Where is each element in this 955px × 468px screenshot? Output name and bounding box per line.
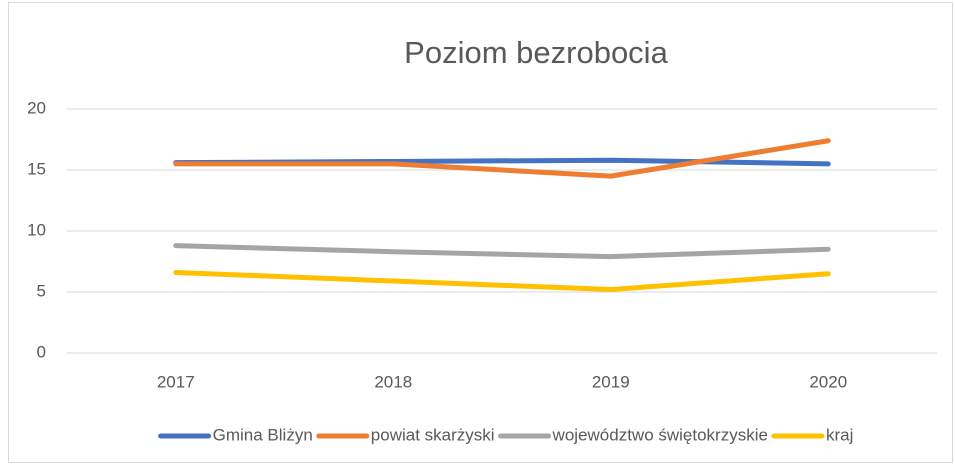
y-tick-label: 0 xyxy=(37,342,46,361)
series-line xyxy=(173,243,831,260)
series-line xyxy=(173,269,831,293)
x-tick-label: 2017 xyxy=(157,372,195,391)
y-tick-label: 10 xyxy=(27,220,46,239)
y-tick-label: 20 xyxy=(27,98,46,117)
series-line xyxy=(173,138,831,179)
legend-label: powiat skarżyski xyxy=(371,425,495,444)
legend-label: kraj xyxy=(826,425,853,444)
y-tick-label: 15 xyxy=(27,159,46,178)
chart-title: Poziom bezrobocia xyxy=(404,35,668,70)
x-tick-label: 2020 xyxy=(809,372,847,391)
x-tick-label: 2018 xyxy=(374,372,412,391)
legend-label: województwo świętokrzyskie xyxy=(552,425,768,444)
y-tick-label: 5 xyxy=(37,281,46,300)
legend-label: Gmina Bliżyn xyxy=(213,425,313,444)
x-tick-label: 2019 xyxy=(592,372,630,391)
chart-border xyxy=(8,2,953,463)
